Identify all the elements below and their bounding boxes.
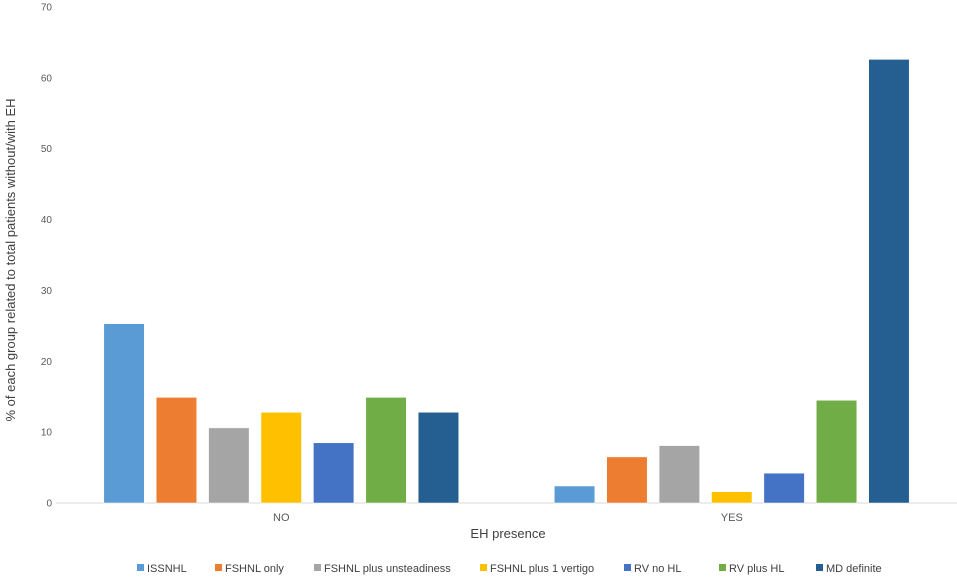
- x-tick-label: YES: [721, 512, 743, 524]
- bar: [868, 59, 910, 504]
- bar: [554, 485, 596, 504]
- legend-label: FSHNL plus 1 vertigo: [490, 563, 594, 575]
- legend-swatch: [624, 564, 631, 571]
- bar: [365, 397, 407, 504]
- legend-label: RV no HL: [634, 563, 682, 575]
- bar: [155, 397, 197, 504]
- legend-swatch: [215, 564, 222, 571]
- bars: [103, 59, 910, 504]
- y-tick-label: 20: [41, 357, 53, 368]
- legend-label: RV plus HL: [729, 563, 784, 575]
- legend-swatch: [816, 564, 823, 571]
- y-tick-label: 50: [41, 144, 53, 155]
- legend-swatch: [480, 564, 487, 571]
- y-tick-label: 40: [41, 215, 53, 226]
- legend: ISSNHL FSHNL only FSHNL plus unsteadiness F…: [137, 563, 882, 575]
- x-axis-title: EH presence: [470, 526, 545, 541]
- bar: [208, 427, 250, 504]
- y-tick-label: 60: [41, 73, 53, 84]
- bar: [313, 442, 355, 504]
- y-axis-ticks: 0 10 20 30 40 50 60 70: [41, 3, 53, 510]
- bar: [606, 456, 648, 504]
- legend-label: MD definite: [826, 563, 882, 575]
- x-tick-label: NO: [273, 512, 290, 524]
- bar: [816, 400, 858, 504]
- y-tick-label: 0: [46, 499, 52, 510]
- y-tick-label: 10: [41, 428, 53, 439]
- legend-label: FSHNL only: [225, 563, 284, 575]
- legend-swatch: [137, 564, 144, 571]
- bar: [763, 472, 805, 504]
- y-axis-title: % of each group related to total patient…: [3, 98, 18, 421]
- legend-label: ISSNHL: [147, 563, 187, 575]
- legend-swatch: [314, 564, 321, 571]
- category-labels: NO YES: [273, 512, 743, 524]
- bar: [260, 412, 302, 504]
- bar: [711, 491, 753, 504]
- y-tick-label: 70: [41, 3, 53, 14]
- legend-label: FSHNL plus unsteadiness: [324, 563, 451, 575]
- legend-swatch: [719, 564, 726, 571]
- bar: [658, 445, 700, 504]
- bar: [417, 412, 459, 504]
- bar: [103, 323, 145, 504]
- y-tick-label: 30: [41, 286, 53, 297]
